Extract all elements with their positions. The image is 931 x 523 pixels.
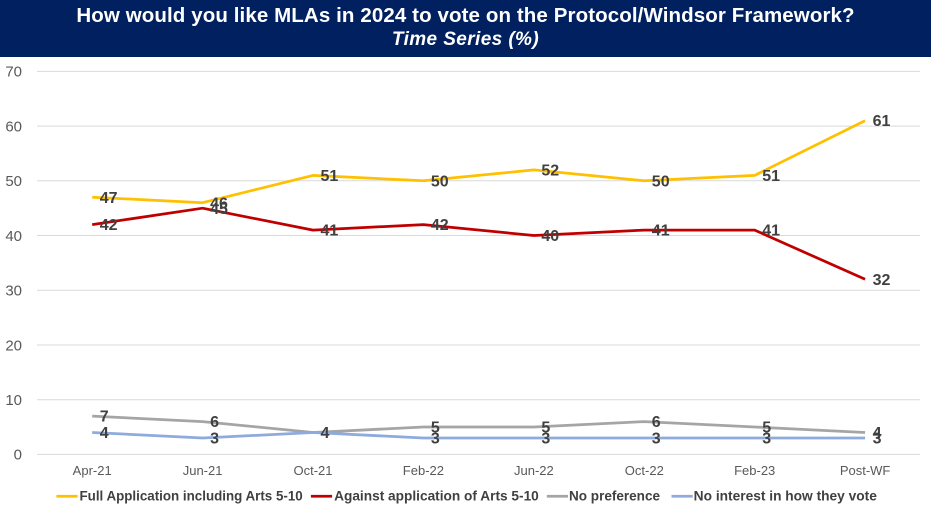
- svg-text:50: 50: [652, 173, 670, 190]
- svg-text:60: 60: [5, 118, 22, 135]
- svg-text:41: 41: [762, 223, 780, 240]
- svg-text:42: 42: [100, 217, 118, 234]
- svg-text:70: 70: [5, 64, 22, 81]
- svg-text:10: 10: [5, 392, 22, 409]
- svg-text:No preference: No preference: [569, 489, 660, 504]
- svg-text:4: 4: [100, 425, 109, 442]
- svg-text:3: 3: [210, 431, 219, 448]
- svg-text:42: 42: [431, 217, 449, 234]
- svg-text:5: 5: [541, 420, 550, 437]
- svg-text:3: 3: [541, 431, 550, 448]
- svg-text:50: 50: [5, 173, 22, 190]
- svg-text:3: 3: [762, 431, 771, 448]
- svg-text:40: 40: [541, 228, 559, 245]
- svg-text:Post-WF: Post-WF: [840, 463, 891, 478]
- svg-text:Feb-23: Feb-23: [734, 463, 775, 478]
- svg-text:32: 32: [873, 272, 891, 289]
- svg-text:6: 6: [652, 414, 661, 431]
- svg-text:No interest in how they vote: No interest in how they vote: [694, 489, 877, 504]
- svg-text:30: 30: [5, 283, 22, 300]
- svg-text:41: 41: [321, 223, 339, 240]
- svg-text:7: 7: [100, 409, 109, 426]
- svg-text:Feb-22: Feb-22: [403, 463, 444, 478]
- svg-text:3: 3: [873, 431, 882, 448]
- svg-text:0: 0: [14, 447, 22, 464]
- svg-text:4: 4: [321, 425, 330, 442]
- svg-text:5: 5: [431, 420, 440, 437]
- svg-text:Full Application including Art: Full Application including Arts 5-10: [80, 489, 303, 504]
- svg-text:Against application of Arts 5-: Against application of Arts 5-10: [334, 489, 539, 504]
- svg-text:45: 45: [210, 201, 228, 218]
- svg-text:Oct-21: Oct-21: [293, 463, 332, 478]
- svg-text:51: 51: [321, 168, 339, 185]
- svg-text:3: 3: [652, 431, 661, 448]
- svg-text:40: 40: [5, 228, 22, 245]
- svg-text:52: 52: [541, 163, 559, 180]
- svg-text:5: 5: [762, 420, 771, 437]
- svg-text:3: 3: [431, 431, 440, 448]
- svg-text:Jun-22: Jun-22: [514, 463, 554, 478]
- svg-text:4: 4: [873, 425, 882, 442]
- svg-text:41: 41: [652, 223, 670, 240]
- svg-text:Oct-22: Oct-22: [625, 463, 664, 478]
- svg-text:46: 46: [210, 195, 228, 212]
- svg-text:6: 6: [210, 414, 219, 431]
- svg-text:20: 20: [5, 337, 22, 354]
- svg-text:51: 51: [762, 168, 780, 185]
- svg-text:61: 61: [873, 113, 891, 130]
- svg-text:50: 50: [431, 173, 449, 190]
- svg-text:Apr-21: Apr-21: [73, 463, 112, 478]
- svg-text:47: 47: [100, 190, 118, 207]
- svg-text:Jun-21: Jun-21: [183, 463, 223, 478]
